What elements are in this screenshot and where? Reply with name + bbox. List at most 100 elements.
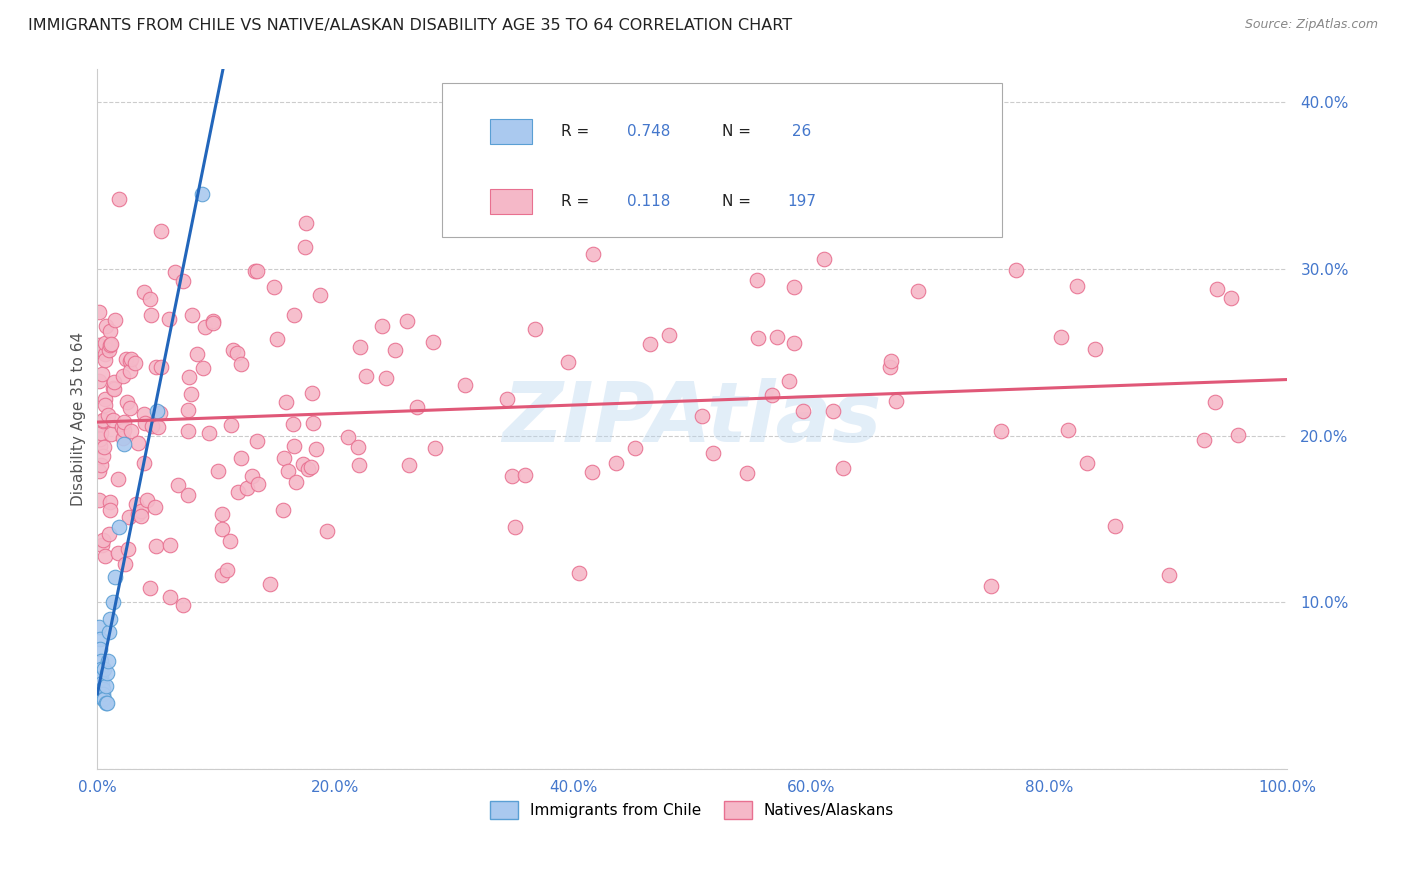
Point bbox=[98, 503, 121, 517]
Point bbox=[93, 692, 115, 706]
FancyBboxPatch shape bbox=[489, 189, 531, 214]
Point bbox=[1005, 262, 1028, 277]
Point bbox=[1227, 427, 1250, 442]
Point bbox=[177, 424, 200, 438]
Point bbox=[166, 478, 188, 492]
Point bbox=[201, 316, 224, 330]
Point bbox=[186, 347, 208, 361]
Point bbox=[211, 568, 233, 582]
Point bbox=[87, 344, 110, 359]
Point bbox=[90, 654, 112, 668]
FancyBboxPatch shape bbox=[489, 120, 531, 144]
Point bbox=[766, 329, 789, 343]
Point bbox=[128, 507, 150, 521]
Point bbox=[96, 665, 118, 680]
Text: IMMIGRANTS FROM CHILE VS NATIVE/ALASKAN DISABILITY AGE 35 TO 64 CORRELATION CHAR: IMMIGRANTS FROM CHILE VS NATIVE/ALASKAN … bbox=[28, 18, 792, 33]
Point bbox=[191, 186, 214, 201]
Point bbox=[1192, 433, 1215, 447]
Point bbox=[87, 304, 110, 318]
Point bbox=[90, 671, 112, 685]
Point bbox=[157, 312, 180, 326]
Point bbox=[513, 467, 536, 482]
Point bbox=[120, 351, 142, 366]
Point bbox=[291, 457, 314, 471]
Point bbox=[211, 522, 233, 536]
Point bbox=[283, 417, 305, 431]
Point bbox=[246, 434, 269, 449]
Point bbox=[94, 679, 117, 693]
Point bbox=[112, 437, 135, 451]
Point bbox=[285, 475, 308, 489]
Point bbox=[90, 426, 112, 441]
Point bbox=[100, 337, 122, 351]
Point bbox=[91, 687, 114, 701]
Point bbox=[117, 541, 139, 556]
Point bbox=[120, 424, 142, 438]
Point bbox=[114, 557, 136, 571]
Point bbox=[823, 404, 845, 418]
Point bbox=[1050, 330, 1073, 344]
Point bbox=[159, 590, 181, 604]
Point bbox=[198, 426, 221, 441]
Point bbox=[295, 216, 318, 230]
Point bbox=[163, 265, 186, 279]
Point bbox=[115, 395, 138, 409]
Point bbox=[87, 493, 110, 508]
Point bbox=[124, 356, 146, 370]
Point bbox=[100, 427, 122, 442]
Point bbox=[299, 459, 322, 474]
Point bbox=[907, 284, 929, 298]
Point bbox=[139, 293, 162, 307]
Point bbox=[177, 403, 200, 417]
Point bbox=[107, 546, 129, 560]
Point bbox=[97, 343, 120, 357]
Point bbox=[271, 502, 294, 516]
Point bbox=[120, 364, 142, 378]
Y-axis label: Disability Age 35 to 64: Disability Age 35 to 64 bbox=[72, 332, 86, 506]
Point bbox=[219, 417, 242, 432]
Text: R =: R = bbox=[561, 124, 595, 139]
Point bbox=[337, 429, 360, 443]
Point bbox=[118, 510, 141, 524]
Point bbox=[181, 308, 204, 322]
Point bbox=[605, 456, 627, 470]
Point bbox=[132, 456, 155, 470]
Point bbox=[91, 449, 114, 463]
Point bbox=[97, 409, 120, 423]
Point bbox=[524, 322, 547, 336]
Point bbox=[283, 308, 305, 322]
Point bbox=[172, 598, 194, 612]
Point bbox=[112, 431, 135, 445]
Point bbox=[93, 440, 115, 454]
Point bbox=[94, 353, 117, 368]
Point bbox=[91, 414, 114, 428]
Point bbox=[103, 375, 125, 389]
Point bbox=[277, 464, 299, 478]
Point bbox=[93, 533, 115, 548]
Point bbox=[135, 493, 157, 508]
Point bbox=[1076, 456, 1098, 470]
Point bbox=[150, 224, 173, 238]
Point bbox=[89, 338, 111, 352]
Point bbox=[304, 442, 326, 456]
Point bbox=[111, 368, 134, 383]
Point bbox=[93, 336, 115, 351]
Point bbox=[582, 247, 605, 261]
Point bbox=[1084, 343, 1107, 357]
Point bbox=[146, 419, 169, 434]
Point bbox=[129, 509, 152, 524]
Point bbox=[745, 273, 768, 287]
Text: Source: ZipAtlas.com: Source: ZipAtlas.com bbox=[1244, 18, 1378, 31]
Point bbox=[229, 357, 252, 371]
Text: 0.748: 0.748 bbox=[627, 124, 671, 139]
Point bbox=[294, 240, 316, 254]
Point bbox=[90, 662, 112, 676]
Point bbox=[91, 682, 114, 697]
Point bbox=[94, 549, 117, 564]
Point bbox=[114, 352, 136, 367]
Text: N =: N = bbox=[723, 194, 756, 209]
Text: 0.118: 0.118 bbox=[627, 194, 671, 209]
Point bbox=[215, 563, 238, 577]
Point bbox=[735, 466, 758, 480]
Point bbox=[97, 654, 120, 668]
